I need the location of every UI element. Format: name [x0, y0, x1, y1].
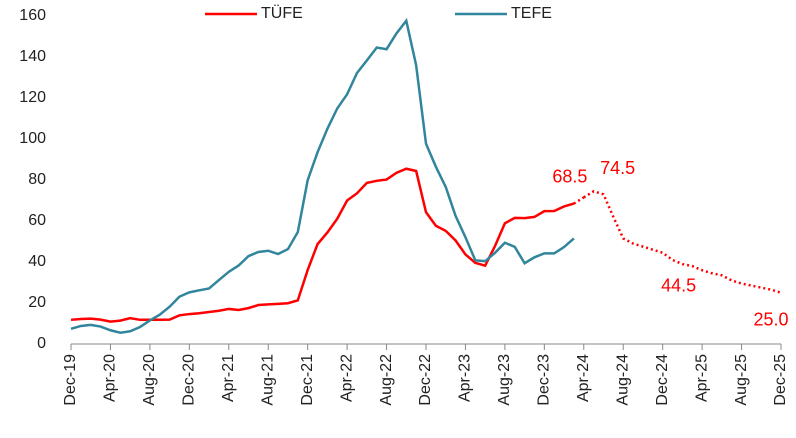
x-tick-label: Dec-23: [536, 354, 553, 406]
data-label: 44.5: [661, 276, 696, 296]
x-tick-label: Dec-25: [772, 354, 789, 406]
x-tick-label: Apr-20: [102, 354, 119, 402]
y-tick-label: 80: [28, 171, 46, 188]
x-tick-label: Aug-20: [141, 354, 158, 406]
x-tick-label: Aug-22: [378, 354, 395, 406]
x-tick-label: Dec-19: [62, 354, 79, 406]
x-tick-label: Apr-21: [220, 354, 237, 402]
x-tick-label: Apr-23: [457, 354, 474, 402]
data-label: 68.5: [552, 166, 587, 186]
y-tick-label: 120: [19, 89, 46, 106]
forecast-line: [583, 189, 782, 294]
line-series: [70, 167, 575, 323]
x-tick-label: Dec-24: [654, 354, 671, 406]
x-tick-label: Apr-24: [575, 354, 592, 402]
y-tick-label: 60: [28, 212, 46, 229]
y-tick-label: 160: [19, 7, 46, 24]
x-tick-label: Aug-24: [614, 354, 631, 406]
y-tick-label: 100: [19, 130, 46, 147]
x-tick-label: Apr-22: [338, 354, 355, 402]
forecast-connector: [573, 196, 585, 205]
data-label: 25.0: [753, 310, 788, 330]
data-label: 74.5: [600, 158, 635, 178]
line-series: [70, 17, 575, 334]
x-tick-label: Dec-22: [417, 354, 434, 406]
y-tick-label: 140: [19, 48, 46, 65]
y-tick-label: 20: [28, 294, 46, 311]
x-tick-label: Aug-25: [733, 354, 750, 406]
x-tick-label: Dec-21: [299, 354, 316, 406]
x-tick-label: Aug-23: [496, 354, 513, 406]
x-tick-label: Apr-25: [693, 354, 710, 402]
y-tick-label: 0: [37, 335, 46, 352]
legend-label: TÜFE: [261, 4, 303, 22]
legend-label: TEFE: [511, 5, 552, 22]
x-tick-label: Aug-21: [259, 354, 276, 406]
x-tick-label: Dec-20: [181, 354, 198, 406]
y-tick-label: 40: [28, 253, 46, 270]
